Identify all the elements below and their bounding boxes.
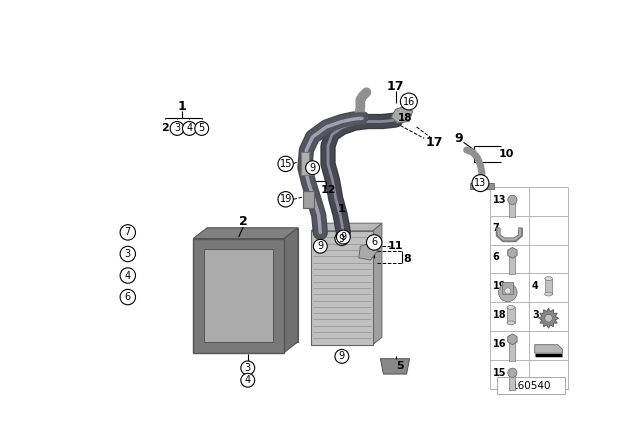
Text: 18: 18: [397, 113, 412, 124]
Text: 7: 7: [125, 228, 131, 237]
Text: 3: 3: [125, 249, 131, 259]
Text: 15: 15: [493, 368, 506, 378]
Circle shape: [508, 195, 517, 204]
Text: 19: 19: [280, 194, 292, 204]
Circle shape: [278, 156, 293, 172]
Text: 17: 17: [387, 80, 404, 93]
Polygon shape: [497, 228, 522, 241]
Text: 3: 3: [532, 310, 539, 320]
Circle shape: [120, 268, 136, 283]
Polygon shape: [301, 152, 312, 176]
Text: 9: 9: [454, 132, 463, 145]
Circle shape: [335, 349, 349, 363]
Text: 6: 6: [493, 252, 500, 263]
Text: 7: 7: [493, 224, 500, 233]
Text: 5: 5: [396, 362, 403, 371]
Text: 1: 1: [338, 204, 346, 214]
Bar: [303, 191, 314, 208]
Text: 9: 9: [339, 351, 345, 362]
Text: 5: 5: [198, 124, 205, 134]
Polygon shape: [380, 359, 410, 374]
Text: 2: 2: [161, 124, 168, 134]
Bar: [509, 374, 515, 390]
Circle shape: [499, 283, 517, 302]
Text: 13: 13: [493, 195, 506, 205]
Text: 9: 9: [339, 233, 345, 244]
Bar: [311, 231, 372, 345]
Polygon shape: [284, 228, 298, 353]
Ellipse shape: [545, 292, 552, 296]
Bar: [509, 202, 515, 217]
Bar: [470, 183, 493, 190]
Text: 3: 3: [174, 124, 180, 134]
Polygon shape: [193, 228, 298, 238]
Text: 2: 2: [239, 215, 248, 228]
Bar: [507, 307, 515, 323]
Text: 1: 1: [177, 99, 186, 112]
Polygon shape: [372, 223, 382, 345]
Text: 15: 15: [280, 159, 292, 169]
Text: 9: 9: [310, 163, 316, 173]
Circle shape: [545, 314, 552, 322]
Circle shape: [195, 121, 209, 135]
Polygon shape: [359, 242, 378, 260]
Polygon shape: [193, 238, 284, 353]
Text: 13: 13: [474, 178, 486, 188]
Circle shape: [182, 121, 196, 135]
Text: 19: 19: [493, 281, 506, 291]
Circle shape: [241, 361, 255, 375]
Text: 4: 4: [244, 375, 251, 385]
Circle shape: [508, 368, 517, 377]
Polygon shape: [508, 334, 517, 345]
Text: 4: 4: [125, 271, 131, 280]
Circle shape: [241, 373, 255, 387]
Circle shape: [472, 175, 489, 192]
Text: 9: 9: [317, 241, 323, 251]
Ellipse shape: [507, 306, 515, 310]
Circle shape: [120, 225, 136, 240]
Circle shape: [337, 230, 350, 244]
Bar: [509, 341, 515, 361]
Text: 12: 12: [320, 185, 336, 195]
Text: 6: 6: [125, 292, 131, 302]
Text: 4: 4: [532, 281, 539, 291]
Circle shape: [306, 161, 319, 175]
Ellipse shape: [507, 321, 515, 325]
Polygon shape: [508, 247, 517, 258]
Bar: [545, 279, 552, 294]
Bar: [509, 254, 515, 275]
Polygon shape: [207, 228, 298, 342]
Polygon shape: [535, 345, 563, 353]
Text: 18: 18: [493, 310, 506, 320]
Text: 9: 9: [340, 232, 346, 242]
Text: 8: 8: [403, 254, 411, 264]
Circle shape: [170, 121, 184, 135]
Polygon shape: [539, 308, 559, 328]
Text: 16: 16: [403, 96, 415, 107]
Text: 16: 16: [493, 339, 506, 349]
Ellipse shape: [545, 277, 552, 280]
Text: 11: 11: [388, 241, 403, 251]
Text: 17: 17: [426, 136, 443, 149]
Text: 4: 4: [186, 124, 193, 134]
Circle shape: [314, 239, 327, 253]
Circle shape: [367, 235, 382, 250]
Circle shape: [278, 192, 293, 207]
Circle shape: [505, 288, 511, 294]
Text: 6: 6: [371, 237, 377, 247]
Circle shape: [120, 246, 136, 262]
Bar: [502, 282, 513, 294]
Text: 160540: 160540: [511, 381, 551, 391]
Bar: [497, 377, 565, 394]
Circle shape: [401, 93, 417, 110]
Circle shape: [335, 232, 349, 246]
Circle shape: [120, 289, 136, 305]
Polygon shape: [311, 223, 382, 231]
Polygon shape: [391, 106, 413, 123]
Text: 3: 3: [244, 363, 251, 373]
Text: 10: 10: [499, 149, 515, 159]
Polygon shape: [204, 250, 273, 342]
